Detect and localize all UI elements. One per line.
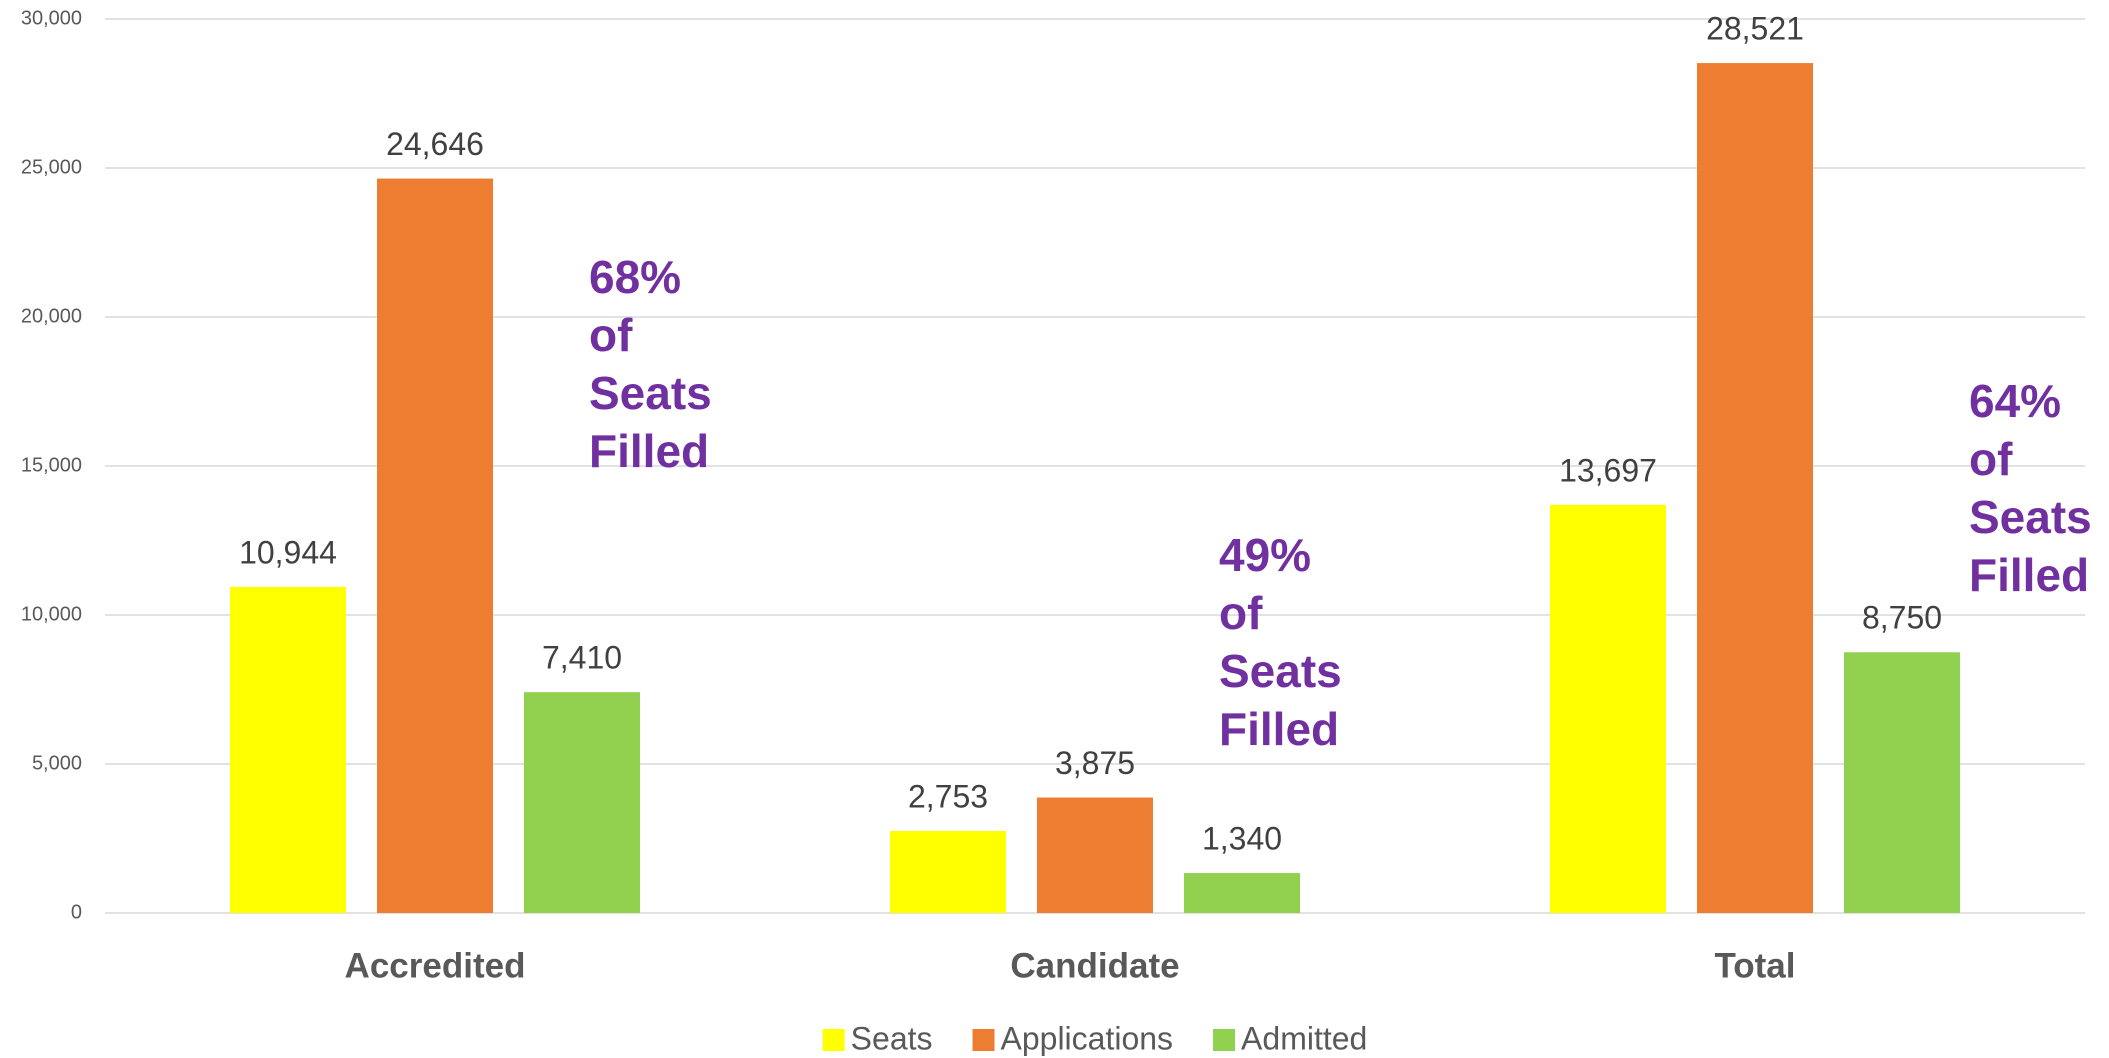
y-tick-label: 20,000	[21, 305, 82, 327]
data-label: 28,521	[1706, 11, 1804, 47]
data-label: 24,646	[386, 126, 484, 162]
bar	[377, 178, 493, 913]
annotation: 64% of Seats Filled	[1969, 375, 2092, 601]
bar	[1184, 873, 1300, 913]
bar	[1844, 652, 1960, 913]
data-label: 13,697	[1559, 452, 1657, 488]
legend-swatch	[972, 1029, 995, 1051]
data-label: 1,340	[1202, 821, 1282, 857]
bar	[1037, 797, 1153, 913]
y-tick-label: 5,000	[32, 752, 82, 774]
data-label: 3,875	[1055, 745, 1135, 781]
x-tick-label: Candidate	[1010, 946, 1179, 985]
legend-swatch	[822, 1029, 845, 1051]
y-tick-label: 30,000	[21, 7, 82, 29]
y-tick-label: 25,000	[21, 156, 82, 178]
bar	[230, 586, 346, 913]
bar	[890, 830, 1006, 913]
data-label: 8,750	[1862, 600, 1942, 636]
x-tick-label: Total	[1714, 946, 1795, 985]
legend-label: Admitted	[1241, 1020, 1367, 1056]
x-tick-label: Accredited	[345, 946, 526, 985]
legend-label: Seats	[851, 1020, 933, 1056]
bar	[1550, 504, 1666, 913]
legend-swatch	[1213, 1029, 1236, 1051]
data-label: 7,410	[542, 640, 622, 676]
data-label: 2,753	[908, 778, 988, 814]
bar	[524, 692, 640, 913]
data-label: 10,944	[239, 534, 337, 570]
y-tick-label: 10,000	[21, 603, 82, 625]
annotation: 49% of Seats Filled	[1219, 529, 1342, 755]
legend-label: Applications	[1001, 1020, 1174, 1056]
annotation: 68% of Seats Filled	[589, 251, 712, 477]
bar	[1697, 63, 1813, 913]
y-tick-label: 0	[71, 901, 82, 923]
y-tick-label: 15,000	[21, 454, 82, 476]
